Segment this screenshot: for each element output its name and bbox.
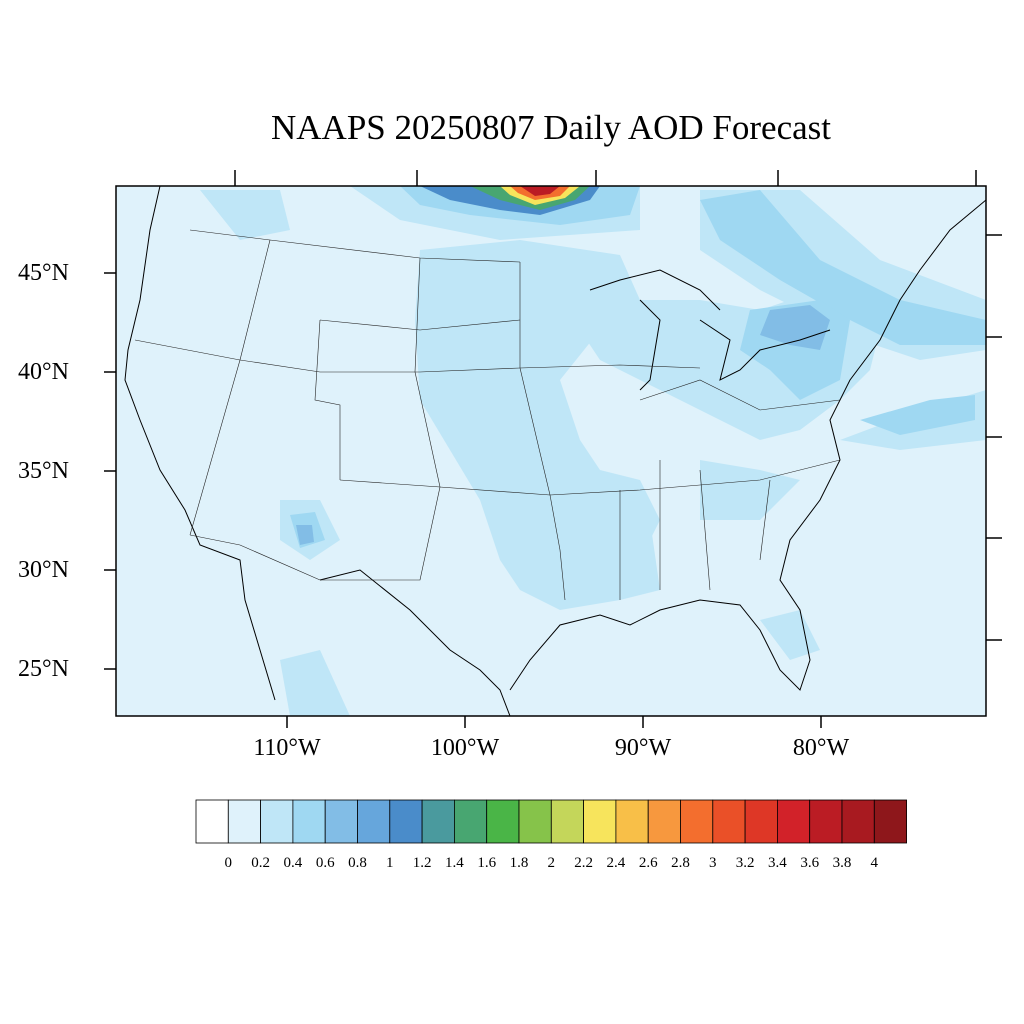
colorbar-swatch (227, 799, 262, 844)
lat-label-35: 35°N (18, 458, 69, 484)
colorbar-swatch (615, 799, 649, 844)
colorbar-tick-label: 0.6 (315, 855, 335, 871)
colorbar-swatch (453, 799, 488, 844)
coastlines (124, 186, 986, 716)
lon-label-90: 90°W (614, 735, 672, 761)
map-frame (115, 185, 987, 717)
colorbar-swatch (421, 799, 455, 844)
colorbar-tick-label: 2.6 (638, 855, 658, 871)
lon-label-80: 80°W (792, 735, 850, 761)
colorbar-tick-label: 2 (547, 855, 556, 871)
colorbar-tick-label: 1.8 (509, 855, 529, 871)
aod-field (116, 186, 986, 716)
smoke-plume (420, 186, 600, 215)
colorbar-swatch (873, 799, 907, 844)
colorbar-swatch (647, 799, 681, 844)
colorbar-swatch (195, 799, 229, 844)
lat-label-30: 30°N (18, 557, 69, 583)
colorbar-tick-label: 3.4 (768, 855, 787, 871)
colorbar-swatch (260, 799, 294, 844)
lat-label-40: 40°N (18, 359, 69, 385)
colorbar-tick-label: 3.2 (735, 855, 755, 871)
colorbar-swatch (518, 799, 552, 844)
map-title: NAAPS 20250807 Daily AOD Forecast (271, 108, 831, 147)
colorbar-swatch (744, 799, 778, 844)
colorbar-tick-label: 1.2 (412, 855, 432, 871)
colorbar-swatch (550, 799, 584, 844)
colorbar-swatch (809, 799, 843, 844)
colorbar-tick-label: 0.8 (348, 855, 367, 871)
colorbar-swatch (841, 799, 875, 844)
colorbar-swatch (486, 799, 520, 844)
lon-label-100: 100°W (430, 735, 500, 761)
colorbar (195, 799, 907, 844)
colorbar-tick-label: 1 (386, 855, 394, 871)
colorbar-swatch (712, 799, 746, 844)
colorbar-tick-label: 1.4 (445, 855, 464, 871)
colorbar-swatch (389, 799, 423, 844)
lat-label-45: 45°N (18, 260, 69, 286)
colorbar-tick-label: 3.8 (832, 855, 852, 871)
aod-level-0.6-0.8 (296, 305, 830, 545)
colorbar-swatch (292, 799, 326, 844)
colorbar-tick-label: 0.4 (283, 855, 303, 871)
colorbar-tick-label: 3.6 (800, 855, 820, 871)
state-borders (134, 229, 841, 601)
colorbar-tick-label: 4 (870, 855, 879, 871)
colorbar-tick-label: 2.2 (574, 855, 593, 871)
axis-ticks (104, 170, 1002, 728)
colorbar-swatch (583, 799, 617, 844)
lat-label-25: 25°N (18, 656, 69, 682)
colorbar-tick-label: 2.4 (606, 855, 626, 871)
colorbar-tick-label: 0 (224, 855, 233, 871)
colorbar-swatch (680, 799, 714, 844)
colorbar-tick-label: 2.8 (671, 855, 690, 871)
colorbar-swatch (777, 799, 811, 844)
colorbar-tick-label: 3 (709, 855, 717, 871)
lon-label-110: 110°W (253, 735, 321, 761)
colorbar-swatch (324, 799, 358, 844)
colorbar-tick-label: 1.6 (477, 855, 497, 871)
colorbar-swatch (357, 799, 391, 844)
colorbar-tick-label: 0.2 (251, 855, 270, 871)
